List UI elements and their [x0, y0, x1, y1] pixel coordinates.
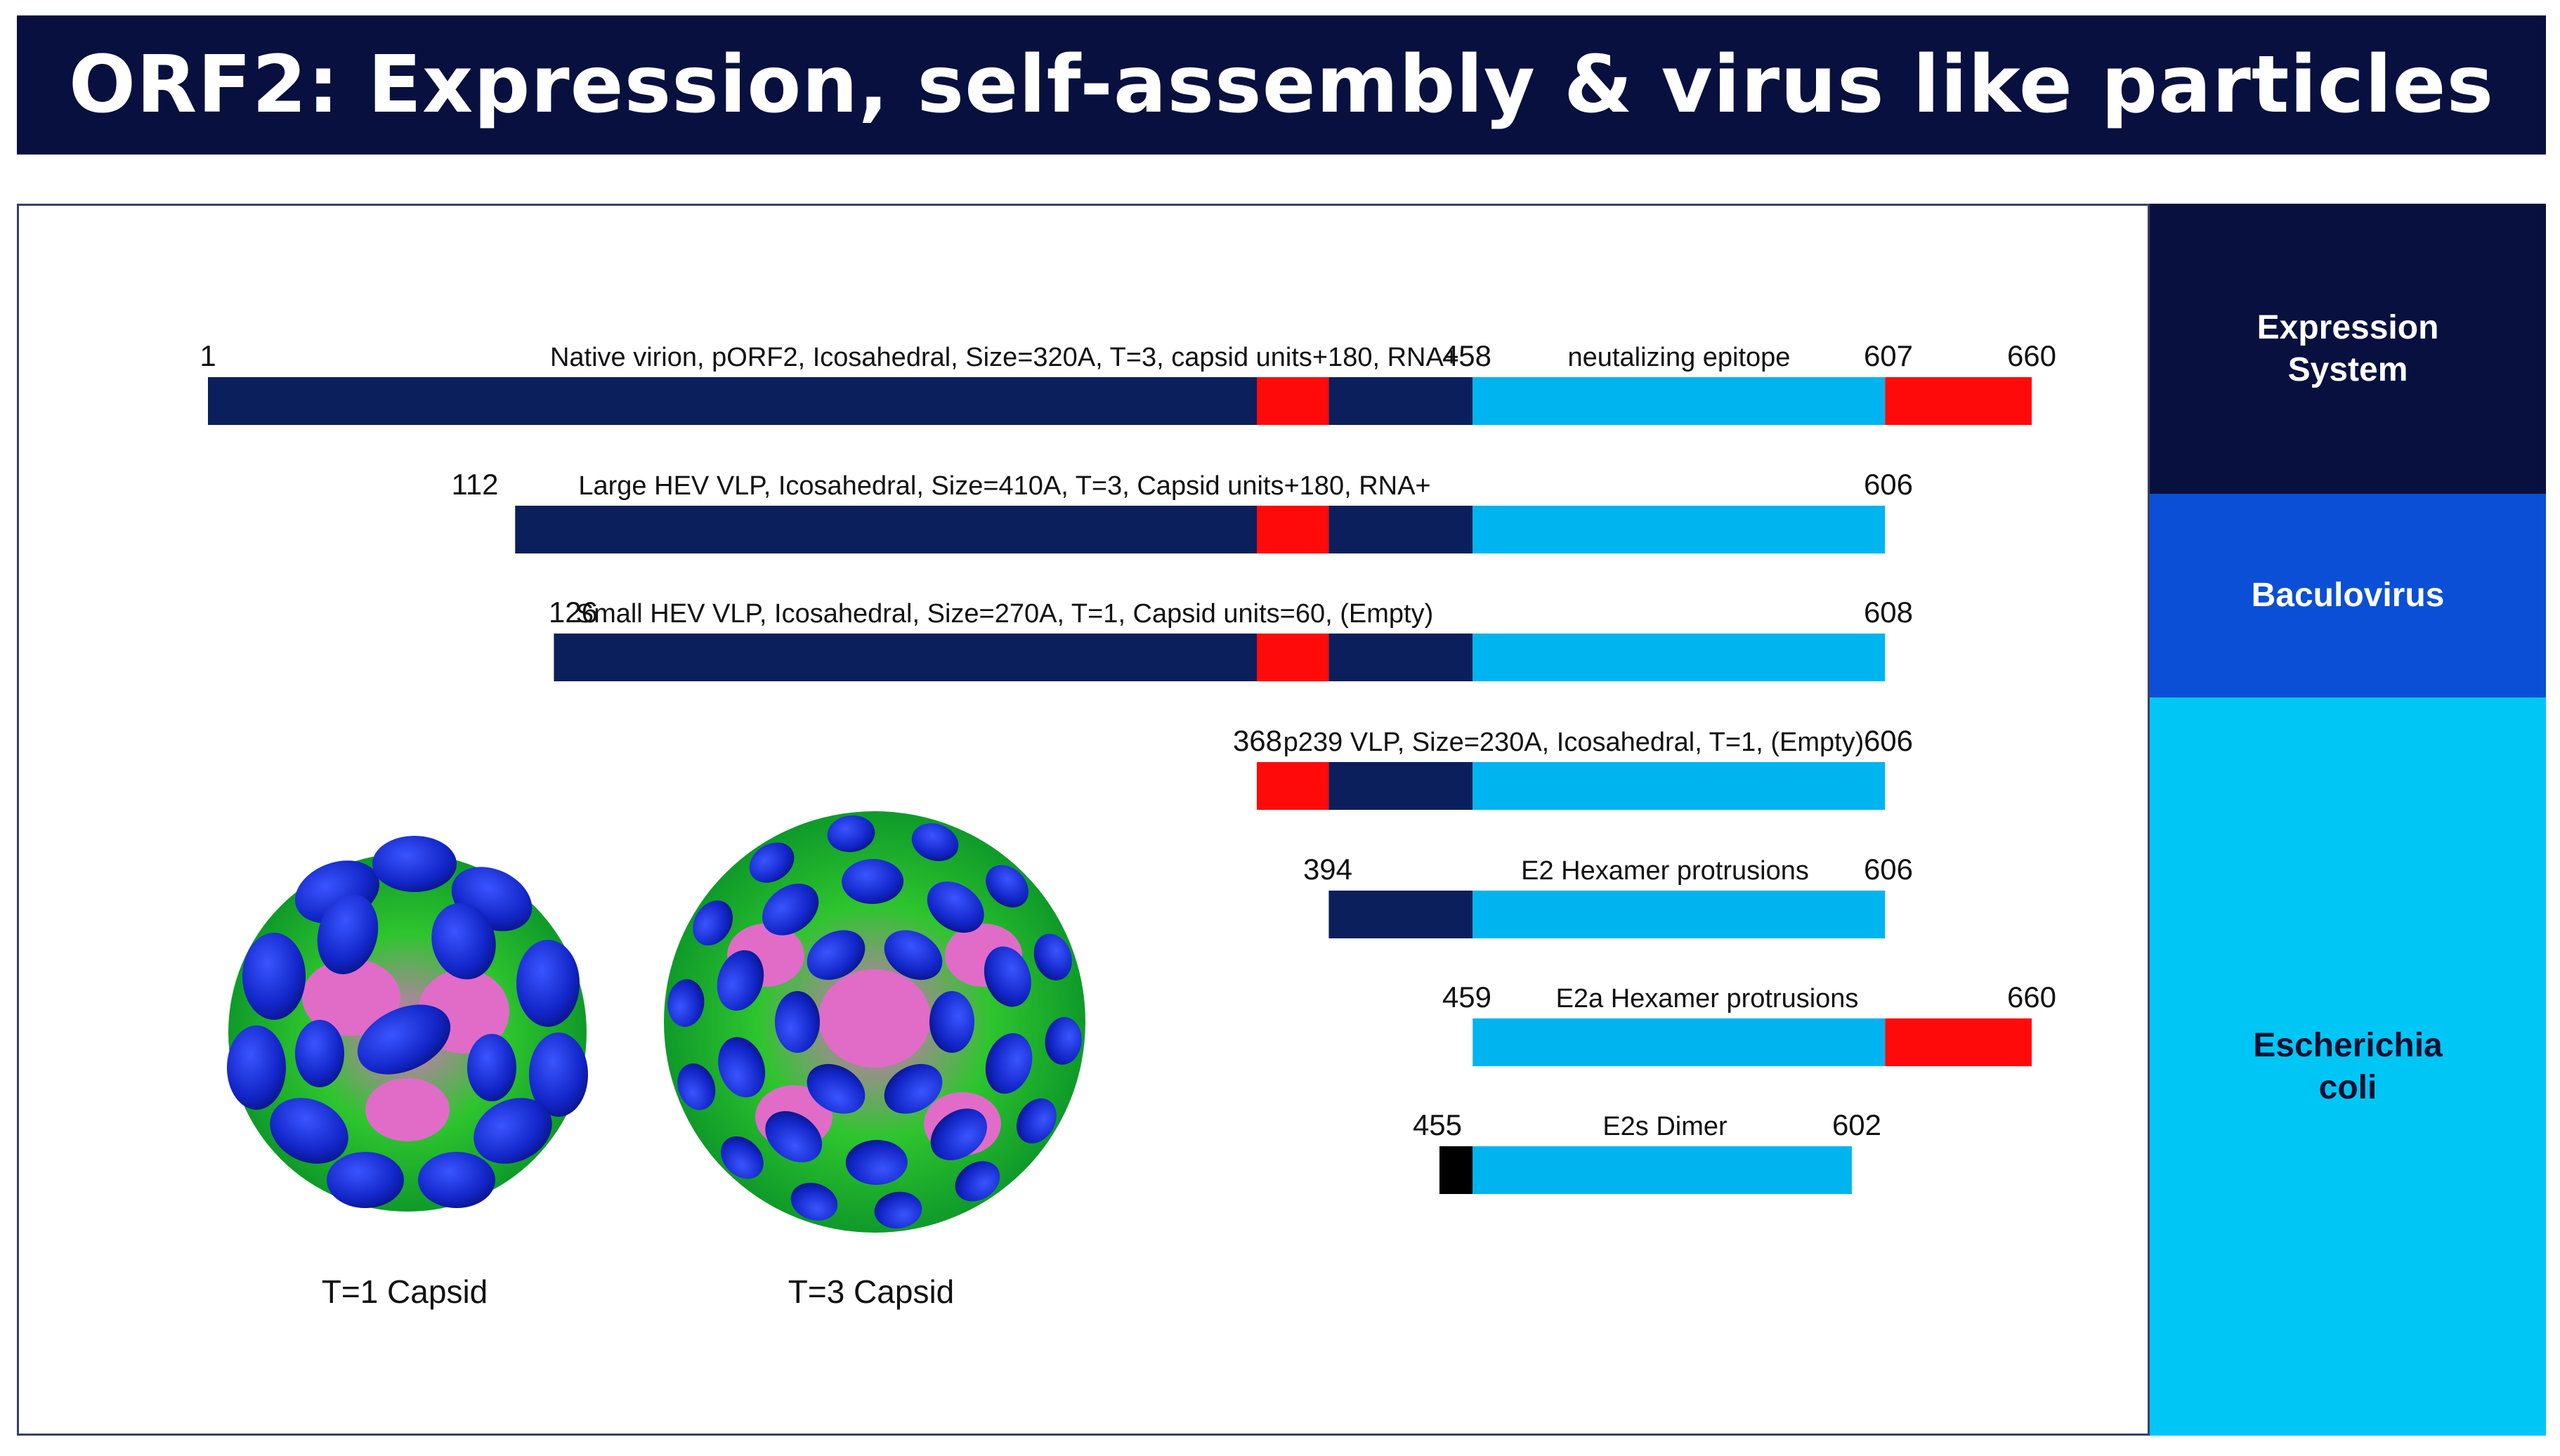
large-hev-vlp-label-0: 606 — [1864, 468, 1913, 501]
native-virion-label-3: 660 — [2007, 339, 2056, 372]
expression-system-header: Expression System — [2150, 204, 2546, 494]
e2s-label-0: 602 — [1832, 1108, 1881, 1141]
e2s-segment-0 — [1439, 1146, 1473, 1194]
p239-vlp-start-label: 368 — [1233, 724, 1282, 757]
construct-bars: 1 Native virion, pORF2, Icosahedral, Size… — [200, 339, 2056, 1194]
e2a-segment-0 — [1472, 1018, 1886, 1066]
e2-description: E2 Hexamer protrusions — [1521, 856, 1809, 886]
e2-label-0: 606 — [1864, 853, 1913, 886]
p239-vlp-segment-0 — [1256, 762, 1329, 810]
t3-capsid-image — [664, 811, 1085, 1233]
ecoli-label-line-1: Escherichia — [2253, 1026, 2443, 1064]
construct-large-hev-vlp — [515, 506, 1886, 553]
baculovirus-label: Baculovirus — [2251, 577, 2445, 614]
native-virion-segment-2 — [1328, 377, 1473, 425]
large-hev-vlp-segment-1 — [1256, 506, 1329, 553]
title-bar: ORF2: Expression, self-assembly & virus … — [17, 15, 2546, 155]
t3-capsid-label: T=3 Capsid — [788, 1273, 955, 1310]
e2-start-label: 394 — [1303, 853, 1352, 886]
native-virion-label-2: 607 — [1864, 339, 1913, 372]
native-virion-segment-4 — [1885, 377, 2032, 425]
small-hev-vlp-segment-3 — [1472, 634, 1886, 681]
e2-segment-1 — [1472, 891, 1886, 938]
native-virion-label-1: neutalizing epitope — [1568, 343, 1791, 372]
small-hev-vlp-segment-2 — [1328, 634, 1473, 681]
construct-e2 — [1328, 891, 1886, 938]
e2s-start-label: 455 — [1413, 1108, 1462, 1141]
e2a-start-label: 459 — [1442, 980, 1491, 1014]
construct-native-virion — [208, 377, 2032, 425]
p239-vlp-segment-1 — [1328, 762, 1473, 810]
large-hev-vlp-start-label: 112 — [452, 468, 499, 501]
construct-small-hev-vlp — [554, 634, 1886, 681]
ecoli-band: Escherichia coli — [2150, 697, 2546, 1436]
expression-header-line-1: Expression — [2257, 308, 2439, 346]
construct-p239-vlp — [1256, 762, 1886, 810]
t1-capsid-label: T=1 Capsid — [322, 1273, 488, 1310]
large-hev-vlp-segment-3 — [1472, 506, 1886, 553]
p239-vlp-segment-2 — [1472, 762, 1886, 810]
small-hev-vlp-start-label: 126 — [549, 596, 598, 629]
e2-segment-0 — [1328, 891, 1473, 938]
native-virion-label-0: 458 — [1442, 339, 1491, 372]
e2a-label-0: 660 — [2007, 980, 2056, 1014]
large-hev-vlp-segment-0 — [515, 506, 1257, 553]
small-hev-vlp-segment-1 — [1256, 634, 1329, 681]
large-hev-vlp-description: Large HEV VLP, Icosahedral, Size=410A, T… — [578, 471, 1430, 501]
e2a-description: E2a Hexamer protrusions — [1556, 984, 1859, 1014]
page-title: ORF2: Expression, self-assembly & virus … — [68, 39, 2495, 131]
native-virion-segment-0 — [208, 377, 1257, 425]
e2a-segment-1 — [1885, 1018, 2032, 1066]
baculovirus-band: Baculovirus — [2150, 494, 2546, 697]
construct-e2a — [1472, 1018, 2032, 1066]
small-hev-vlp-label-0: 608 — [1864, 596, 1913, 629]
native-virion-segment-1 — [1256, 377, 1329, 425]
p239-vlp-label-0: 606 — [1864, 724, 1913, 757]
e2s-description: E2s Dimer — [1602, 1112, 1728, 1141]
e2s-segment-1 — [1472, 1146, 1852, 1194]
p239-vlp-description: p239 VLP, Size=230A, Icosahedral, T=1, (… — [1284, 728, 1865, 757]
large-hev-vlp-segment-2 — [1328, 506, 1473, 553]
expression-header-line-2: System — [2287, 350, 2408, 388]
small-hev-vlp-description: Small HEV VLP, Icosahedral, Size=270A, T… — [576, 599, 1434, 629]
native-virion-description: Native virion, pORF2, Icosahedral, Size=… — [550, 343, 1459, 372]
ecoli-label-line-2: coli — [2318, 1068, 2377, 1106]
native-virion-segment-3 — [1472, 377, 1886, 425]
construct-e2s — [1439, 1146, 1852, 1194]
small-hev-vlp-segment-0 — [554, 634, 1257, 681]
native-virion-start-label: 1 — [200, 339, 216, 372]
t1-capsid-image — [227, 836, 588, 1212]
